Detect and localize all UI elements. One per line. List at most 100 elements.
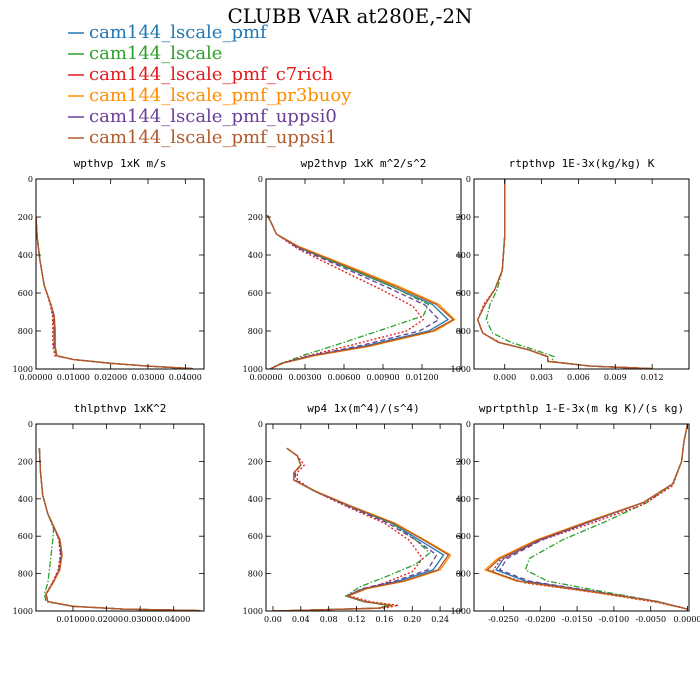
y-tick-label: 800 [248,327,263,336]
series-line [266,214,440,369]
x-tick-label: 0.12 [348,615,366,624]
y-tick-label: 0 [466,420,471,429]
y-tick-label: 800 [18,327,33,336]
series-line [36,216,193,369]
x-tick-label: 0.006 [567,373,590,382]
series-line [272,447,424,611]
x-tick-label: -0.0200 [525,615,556,624]
series-line [476,179,653,369]
y-tick-label: 800 [456,570,471,579]
y-tick-label: 200 [18,457,33,466]
y-tick-label: 200 [18,213,33,222]
x-tick-label: 0.02000 [90,615,123,624]
y-tick-label: 800 [248,570,263,579]
x-tick-label: 0.08 [320,615,338,624]
panel-title: wprtpthlp 1-E-3x(m kg K)/(s kg) [479,402,684,415]
y-tick-label: 800 [18,570,33,579]
panel-title: wp4 1x(m^4)/(s^4) [307,402,420,415]
series-line [272,447,438,611]
y-tick-label: 400 [456,251,471,260]
y-tick-label: 200 [248,457,263,466]
x-tick-label: 0.04 [292,615,310,624]
series-line [272,447,452,611]
series-line [485,179,653,369]
y-tick-label: 0 [28,175,33,184]
y-tick-label: 400 [18,251,33,260]
x-tick-label: 0.003 [530,373,553,382]
series-line [476,179,653,369]
series-line [477,179,653,369]
x-tick-label: 0.01000 [57,373,90,382]
x-tick-label: 0.00600 [327,373,360,382]
chart-panel: wprtpthlp 1-E-3x(m kg K)/(s kg) 0 200 400 60… [451,402,700,624]
y-tick-label: 200 [456,213,471,222]
series-line [36,216,193,369]
series-line [266,214,430,369]
y-tick-label: 200 [248,213,263,222]
panel-title: rtpthvp 1E-3x(kg/kg) K [509,157,655,170]
x-tick-label: 0.00 [264,615,282,624]
plot-frame [473,423,690,612]
plot-frame [35,423,205,612]
plot-frame [35,178,205,370]
x-tick-label: 0.03000 [131,373,164,382]
y-tick-label: 800 [456,327,471,336]
x-tick-label: 0.03000 [124,615,157,624]
x-tick-label: 0.01200 [405,373,438,382]
x-tick-label: 0.16 [375,615,393,624]
x-tick-label: 0.009 [604,373,627,382]
x-tick-label: 0.00900 [366,373,399,382]
x-tick-label: -0.0100 [599,615,630,624]
series-line [38,448,201,611]
y-tick-label: 1000 [451,365,471,374]
x-tick-label: 0.01000 [56,615,89,624]
panel-title: wp2thvp 1xK m^2/s^2 [301,157,427,170]
legend-entry-label: cam144_lscale_pmf_c7rich [89,64,334,85]
x-tick-label: 0.000 [493,373,516,382]
series-line [476,179,653,369]
page-title: CLUBB VAR at280E,-2N [227,4,472,28]
x-tick-label: 0.00300 [288,373,321,382]
x-tick-label: -0.0250 [488,615,519,624]
panel-title: wpthvp 1xK m/s [74,157,167,170]
legend-entry-label: cam144_lscale_pmf_uppsi0 [89,106,337,127]
y-tick-label: 0 [258,175,263,184]
y-tick-label: 600 [456,289,471,298]
legend: cam144_lscale_pmfcam144_lscalecam144_lsc… [68,22,352,148]
y-tick-label: 1000 [243,607,263,616]
y-tick-label: 0 [28,420,33,429]
series-line [36,216,193,369]
y-tick-label: 400 [248,495,263,504]
y-tick-label: 1000 [13,607,33,616]
x-tick-label: 0.02000 [94,373,127,382]
series-line [483,424,689,610]
series-line [495,424,689,610]
chart-panel: wp2thvp 1xK m^2/s^2020040060080010000.00… [243,157,462,382]
series-line [38,448,201,611]
series-line [38,448,201,611]
y-tick-label: 0 [258,420,263,429]
plot-frame [265,178,462,370]
x-tick-label: 0.04000 [169,373,202,382]
series-line [486,424,689,610]
y-tick-label: 600 [248,532,263,541]
x-tick-label: 0.04000 [157,615,190,624]
x-tick-label: -0.0050 [635,615,666,624]
series-line [476,179,653,369]
series-line [36,216,193,369]
series-line [266,214,455,369]
x-tick-label: 0.20 [403,615,421,624]
series-line [38,448,201,611]
legend-entry-label: cam144_lscale [89,43,222,64]
series-line [38,448,201,611]
plot-frame [473,178,690,370]
legend-entry-label: cam144_lscale_pmf_uppsi1 [89,127,337,148]
panel-title: thlpthvp 1xK^2 [74,402,167,415]
series-line [36,216,193,369]
y-tick-label: 1000 [13,365,33,374]
plot-frame [265,423,462,612]
